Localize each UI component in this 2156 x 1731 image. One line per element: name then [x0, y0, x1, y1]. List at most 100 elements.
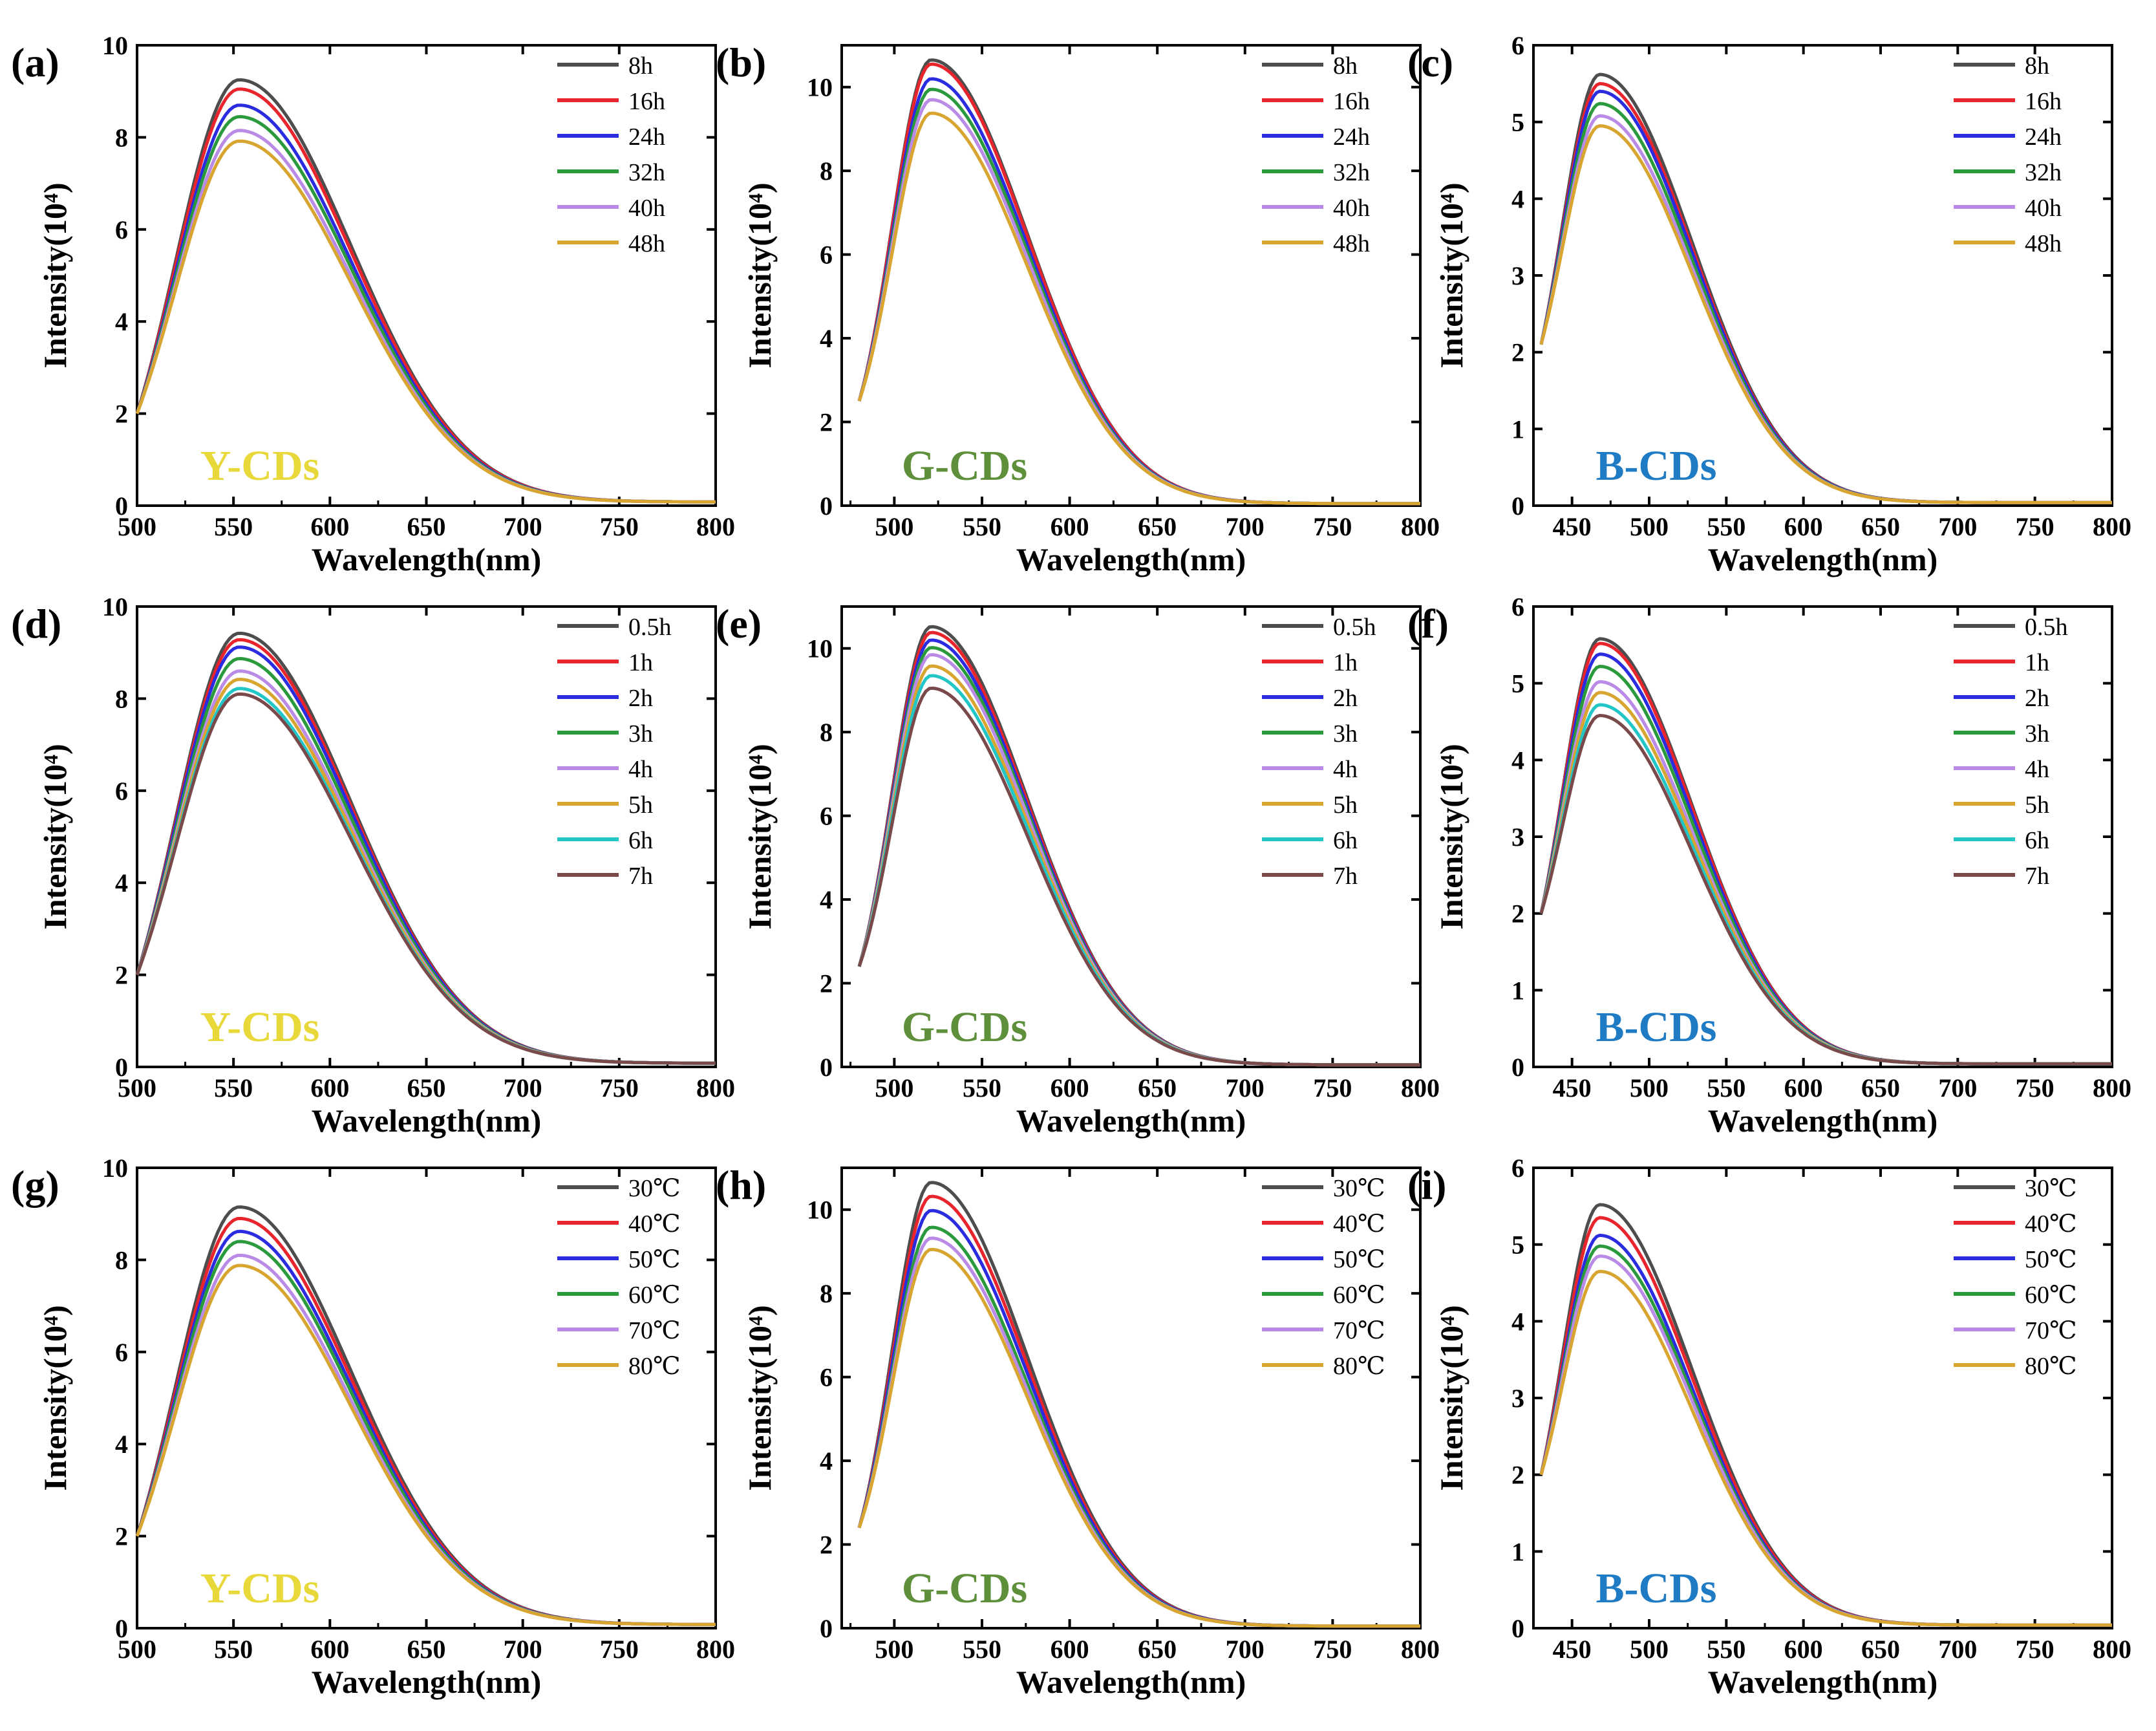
series-group	[135, 78, 716, 504]
y-tick-label: 0	[820, 1614, 833, 1643]
legend-label: 2h	[628, 685, 653, 712]
panel-h: 500 550 600 650 700 750 800 0 2 4 6 8 10 Wavelength(n…	[716, 1162, 1440, 1700]
legend-label: 4h	[1333, 756, 1358, 783]
legend-label: 1h	[2025, 649, 2049, 676]
x-axis-label: Wavelength(nm)	[1708, 1102, 1938, 1139]
sample-label: Y-CDs	[200, 1004, 320, 1051]
y-tick-label: 6	[115, 1338, 128, 1367]
y-tick-label: 2	[1511, 1461, 1524, 1490]
x-axis-label: Wavelength(nm)	[1016, 1102, 1246, 1139]
x-tick-label: 500	[1630, 512, 1669, 541]
legend-label: 5h	[1333, 791, 1358, 819]
legend-label: 80℃	[628, 1353, 681, 1380]
y-tick-label: 2	[115, 1522, 128, 1551]
legend-label: 60℃	[2025, 1282, 2077, 1309]
sample-label: Y-CDs	[200, 1565, 320, 1612]
legend-label: 80℃	[1333, 1353, 1385, 1380]
y-tick-label: 6	[820, 1363, 833, 1392]
x-tick-label: 500	[875, 1635, 913, 1664]
x-tick-label: 450	[1553, 1635, 1592, 1664]
x-tick-label: 800	[2093, 512, 2131, 541]
panel-d: 500 550 600 650 700 750 800 0 2 4 6 8 10 Wavelength(n…	[11, 592, 735, 1139]
series-line-7	[857, 686, 1420, 1067]
x-tick-label: 650	[1861, 1073, 1900, 1102]
legend-label: 7h	[2025, 863, 2049, 890]
legend: 8h 16h 24h 32h 40h 48h	[557, 52, 665, 257]
x-tick-label: 650	[1138, 1635, 1177, 1664]
y-tick-label: 2	[115, 400, 128, 429]
y-tick-label: 0	[115, 1614, 128, 1643]
series-line-2	[1539, 89, 2112, 504]
y-axis-label: Intensity(10⁴)	[742, 1305, 778, 1490]
legend: 30℃ 40℃ 50℃ 60℃ 70℃ 80℃	[1954, 1175, 2077, 1380]
sample-label: G-CDs	[902, 1565, 1027, 1612]
legend-label: 16h	[2025, 88, 2062, 115]
y-tick-label: 5	[1511, 1231, 1524, 1260]
legend-label: 4h	[628, 756, 653, 783]
legend-label: 0.5h	[1333, 614, 1376, 641]
legend-label: 0.5h	[628, 614, 672, 641]
y-tick-label: 1	[1511, 1537, 1524, 1566]
series-group	[1539, 637, 2112, 1066]
series-group	[135, 631, 716, 1065]
x-tick-label: 750	[1313, 1635, 1352, 1664]
plot-frame	[840, 605, 1422, 1068]
legend-label: 40h	[628, 195, 665, 222]
x-tick-label: 800	[2093, 1635, 2131, 1664]
series-line-5	[857, 111, 1420, 506]
series-line-5	[1539, 124, 2112, 504]
series-line-5	[857, 1247, 1420, 1628]
panel-b: 500 550 600 650 700 750 800 0 2 4 6 8 10 Wavelength(n…	[716, 39, 1440, 577]
x-tick-label: 550	[1707, 1073, 1745, 1102]
series-group	[857, 625, 1420, 1067]
x-tick-label: 750	[1313, 512, 1352, 541]
y-tick-label: 2	[115, 961, 128, 990]
x-tick-label: 750	[1313, 1073, 1352, 1102]
legend: 0.5h 1h 2h 3h 4h 5h 6h 7h	[557, 614, 672, 890]
y-tick-label: 4	[820, 324, 833, 353]
x-tick-label: 800	[1401, 1635, 1440, 1664]
x-tick-label: 600	[310, 1635, 349, 1664]
series-line-7	[1539, 713, 2112, 1066]
y-tick-label: 6	[1511, 1154, 1524, 1183]
y-tick-label: 6	[1511, 31, 1524, 60]
legend-label: 6h	[628, 827, 653, 854]
y-axis-label: Intensity(10⁴)	[1433, 1305, 1469, 1490]
legend-label: 50℃	[2025, 1246, 2077, 1273]
legend: 8h 16h 24h 32h 40h 48h	[1262, 52, 1370, 257]
legend-label: 6h	[1333, 827, 1358, 854]
legend-label: 1h	[1333, 649, 1358, 676]
legend-label: 40℃	[1333, 1210, 1385, 1238]
x-tick-label: 500	[118, 1073, 156, 1102]
x-tick-label: 600	[1784, 512, 1823, 541]
panel-label: (h)	[716, 1162, 766, 1208]
panel-c: 450 500 550 600 650 700 750 800 0 1 2 3 4 5 6 Wavelengt…	[1407, 31, 2131, 577]
series-line-2	[1539, 652, 2112, 1066]
x-tick-label: 550	[1707, 512, 1745, 541]
y-tick-label: 1	[1511, 414, 1524, 444]
x-tick-label: 500	[875, 512, 913, 541]
x-tick-label: 700	[1226, 1073, 1265, 1102]
sample-label: B-CDs	[1596, 1565, 1716, 1612]
x-tick-label: 700	[1938, 1635, 1977, 1664]
x-tick-label: 650	[407, 1073, 446, 1102]
legend-label: 0.5h	[2025, 614, 2068, 641]
legend-label: 70℃	[628, 1317, 681, 1344]
panel-label: (d)	[11, 601, 61, 647]
x-tick-label: 650	[407, 512, 446, 541]
y-tick-label: 2	[1511, 338, 1524, 367]
y-tick-label: 8	[820, 156, 833, 186]
y-tick-label: 8	[820, 718, 833, 747]
x-tick-label: 650	[1138, 512, 1177, 541]
x-axis-label: Wavelength(nm)	[312, 541, 542, 577]
legend-label: 40℃	[628, 1210, 681, 1238]
y-tick-label: 8	[115, 684, 128, 713]
sample-label: B-CDs	[1596, 442, 1716, 489]
x-tick-label: 700	[1226, 1635, 1265, 1664]
y-tick-label: 3	[1511, 261, 1524, 290]
y-tick-label: 4	[820, 1446, 833, 1476]
y-tick-label: 3	[1511, 822, 1524, 852]
series-group	[1539, 72, 2112, 504]
x-tick-label: 650	[1861, 1635, 1900, 1664]
series-group	[857, 58, 1420, 506]
